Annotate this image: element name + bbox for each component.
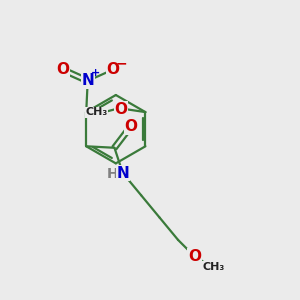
Text: O: O (106, 62, 119, 77)
Text: N: N (81, 74, 94, 88)
Text: O: O (124, 119, 137, 134)
Text: N: N (116, 166, 129, 181)
Text: +: + (91, 68, 100, 79)
Text: H: H (106, 167, 118, 181)
Text: O: O (56, 62, 69, 77)
Text: O: O (188, 249, 201, 264)
Text: CH₃: CH₃ (85, 107, 108, 117)
Text: CH₃: CH₃ (202, 262, 225, 272)
Text: O: O (115, 102, 128, 117)
Text: −: − (116, 56, 127, 70)
